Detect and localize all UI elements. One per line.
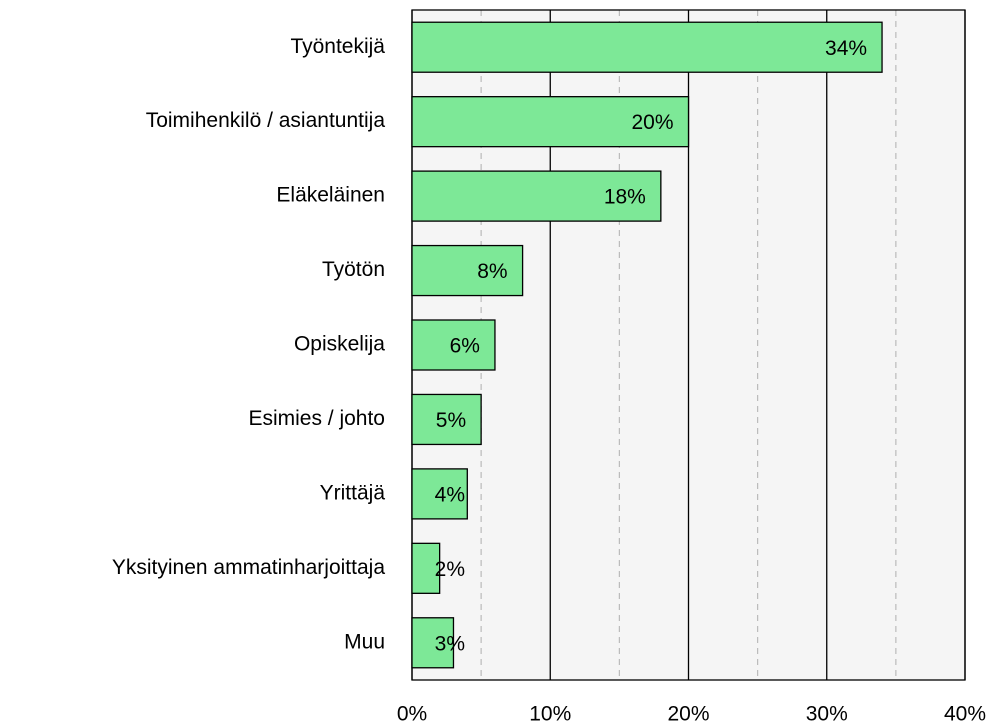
bar bbox=[411, 542, 441, 594]
y-tick-label: Työtön bbox=[322, 258, 385, 281]
value-label: 8% bbox=[477, 260, 507, 283]
value-label: 6% bbox=[450, 335, 480, 358]
value-label: 20% bbox=[631, 111, 673, 134]
value-label: 4% bbox=[435, 483, 465, 506]
y-tick-label: Esimies / johto bbox=[248, 407, 385, 430]
bar bbox=[411, 319, 496, 371]
bar bbox=[411, 244, 524, 297]
y-tick-label: Opiskelija bbox=[294, 333, 385, 356]
value-label: 5% bbox=[436, 409, 466, 432]
value-label: 2% bbox=[435, 558, 465, 581]
y-tick-label: Työntekijä bbox=[290, 35, 385, 58]
bar bbox=[411, 393, 482, 446]
bar bbox=[411, 170, 662, 222]
bar bbox=[411, 468, 468, 520]
y-tick-label: Muu bbox=[344, 630, 385, 653]
x-tick-label: 20% bbox=[667, 703, 709, 726]
x-tick-label: 30% bbox=[806, 703, 848, 726]
y-tick-label: Yksityinen ammatinharjoittaja bbox=[112, 556, 385, 579]
bar bbox=[411, 96, 690, 148]
x-tick-label: 0% bbox=[397, 703, 427, 726]
y-tick-label: Yrittäjä bbox=[320, 481, 386, 504]
value-label: 34% bbox=[825, 37, 867, 60]
value-label: 3% bbox=[435, 632, 465, 655]
x-tick-label: 10% bbox=[529, 703, 571, 726]
value-label: 18% bbox=[604, 186, 646, 209]
y-tick-label: Eläkeläinen bbox=[276, 184, 385, 207]
x-tick-label: 40% bbox=[944, 703, 986, 726]
bar bbox=[411, 617, 455, 669]
bar bbox=[411, 21, 883, 73]
y-tick-label: Toimihenkilö / asiantuntija bbox=[146, 109, 386, 132]
